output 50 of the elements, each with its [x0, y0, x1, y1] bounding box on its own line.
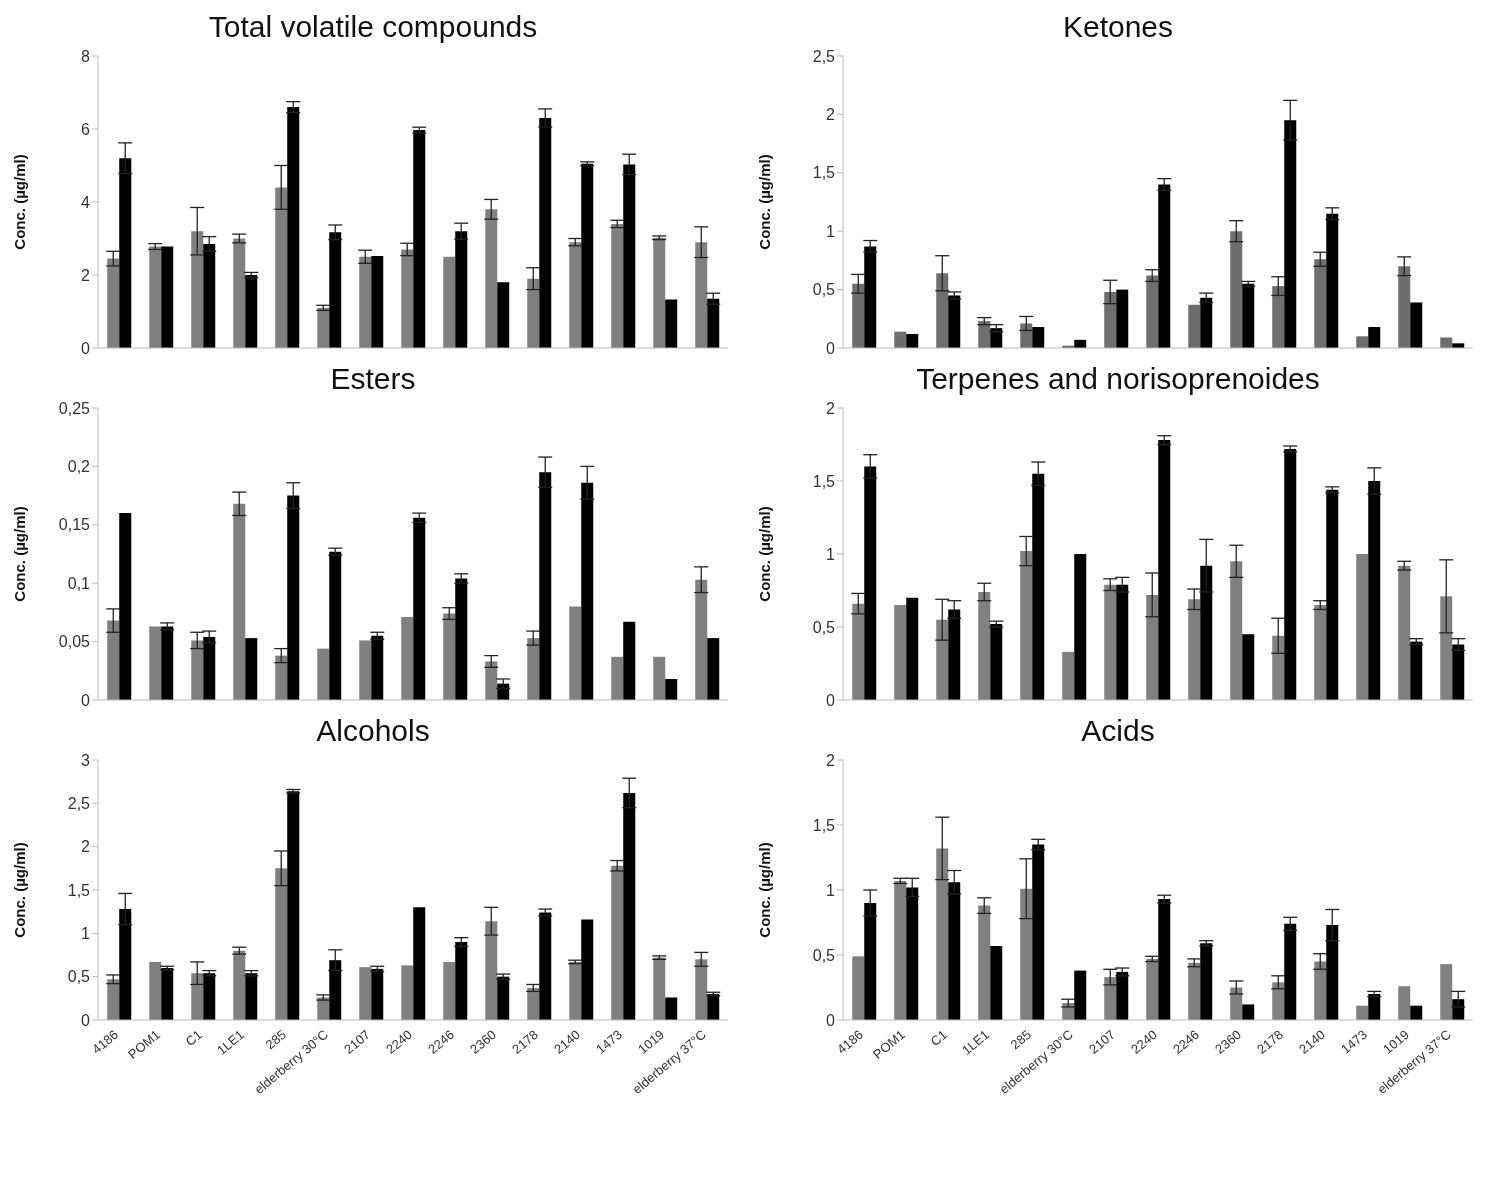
- y-tick-label: 1: [826, 881, 836, 899]
- y-tick-label: 0: [81, 339, 91, 357]
- y-axis-title: Conc. (µg/ml): [756, 842, 774, 938]
- y-tick-label: 0,5: [812, 281, 836, 299]
- y-tick-label: 0: [81, 1011, 91, 1029]
- y-tick-label: 0,05: [58, 633, 91, 651]
- chart-title: Acids: [1080, 713, 1156, 749]
- y-tick-label: 6: [81, 120, 91, 138]
- y-tick-label: 4: [81, 193, 91, 211]
- chart-title: Esters: [329, 361, 417, 397]
- y-tick-label: 0,5: [812, 618, 836, 636]
- y-tick-label: 0,5: [812, 946, 836, 964]
- y-tick-label: 2: [826, 751, 836, 769]
- y-tick-label: 0,25: [58, 399, 91, 417]
- chart-title: Alcohols: [315, 713, 431, 749]
- y-tick-label: 0,2: [67, 458, 91, 476]
- y-tick-label: 2: [81, 266, 91, 284]
- x-tick-label: C1: [927, 1026, 950, 1049]
- y-tick-label: 0: [81, 691, 91, 709]
- y-tick-label: 0,15: [58, 516, 91, 534]
- chart-title: Terpenes and norisoprenoides: [915, 361, 1321, 397]
- y-tick-label: 1: [826, 222, 836, 240]
- y-axis-title: Conc. (µg/ml): [11, 154, 29, 250]
- x-tick-label: 285: [262, 1026, 289, 1053]
- y-tick-label: 1,5: [812, 816, 836, 834]
- y-axis-title: Conc. (µg/ml): [11, 842, 29, 938]
- y-tick-label: 1,5: [812, 472, 836, 490]
- y-tick-label: 2,5: [812, 47, 836, 65]
- y-tick-label: 0: [826, 339, 836, 357]
- chart-title: Ketones: [1061, 9, 1175, 45]
- y-tick-label: 0: [826, 1011, 836, 1029]
- y-tick-label: 0,1: [67, 574, 91, 592]
- y-tick-label: 1,5: [67, 881, 91, 899]
- y-tick-label: 2: [81, 838, 91, 856]
- y-axis-title: Conc. (µg/ml): [11, 506, 29, 602]
- y-tick-label: 2: [826, 399, 836, 417]
- x-tick-label: C1: [182, 1026, 205, 1049]
- y-tick-label: 2,5: [67, 795, 91, 813]
- y-tick-label: 2: [826, 106, 836, 124]
- y-tick-label: 1: [826, 545, 836, 563]
- y-tick-label: 1: [81, 925, 91, 943]
- y-axis-title: Conc. (µg/ml): [756, 154, 774, 250]
- y-tick-label: 3: [81, 751, 91, 769]
- y-tick-label: 1,5: [812, 164, 836, 182]
- y-tick-label: 0,5: [67, 968, 91, 986]
- y-tick-label: 8: [81, 47, 91, 65]
- x-tick-label: 285: [1007, 1026, 1034, 1053]
- y-axis-title: Conc. (µg/ml): [756, 506, 774, 602]
- chart-title: Total volatile compounds: [207, 9, 539, 45]
- y-tick-label: 0: [826, 691, 836, 709]
